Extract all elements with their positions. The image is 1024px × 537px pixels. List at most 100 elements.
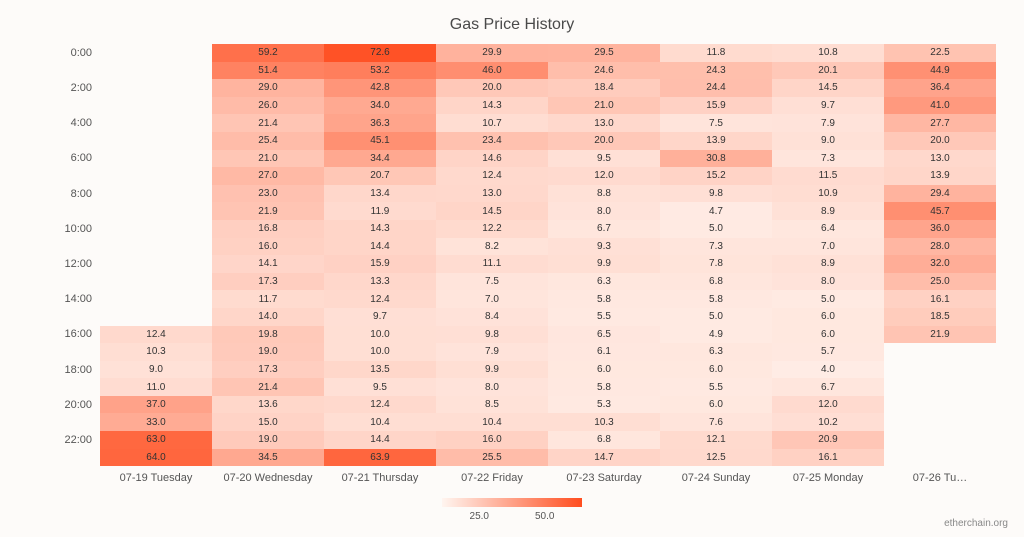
heatmap-cell: 11.1 bbox=[436, 255, 548, 273]
y-tick-label: 4:00 bbox=[48, 117, 92, 129]
heatmap-cell: 11.5 bbox=[772, 167, 884, 185]
heatmap-cell: 23.4 bbox=[436, 132, 548, 150]
heatmap-cell: 24.3 bbox=[660, 62, 772, 80]
chart-title: Gas Price History bbox=[28, 16, 996, 34]
heatmap-cell: 46.0 bbox=[436, 62, 548, 80]
heatmap-cell: 10.0 bbox=[324, 343, 436, 361]
heatmap-cell: 34.4 bbox=[324, 150, 436, 168]
heatmap-cell: 6.0 bbox=[660, 361, 772, 379]
heatmap-cell: 33.0 bbox=[100, 413, 212, 431]
heatmap-cell: 13.6 bbox=[212, 396, 324, 414]
heatmap-cell: 12.1 bbox=[660, 431, 772, 449]
heatmap-cell: 36.0 bbox=[884, 220, 996, 238]
heatmap-cell: 10.8 bbox=[772, 44, 884, 62]
heatmap-cell: 6.3 bbox=[548, 273, 660, 291]
heatmap-cell: 22.5 bbox=[884, 44, 996, 62]
heatmap-cell: 5.0 bbox=[660, 308, 772, 326]
heatmap-cell: 17.3 bbox=[212, 273, 324, 291]
heatmap-cell bbox=[100, 220, 212, 238]
heatmap-cell: 28.0 bbox=[884, 238, 996, 256]
heatmap-cell: 4.0 bbox=[772, 361, 884, 379]
heatmap-cell: 5.3 bbox=[548, 396, 660, 414]
heatmap-cell: 16.0 bbox=[436, 431, 548, 449]
heatmap-cell: 14.3 bbox=[436, 97, 548, 115]
heatmap-cell: 9.7 bbox=[324, 308, 436, 326]
heatmap-cell: 29.5 bbox=[548, 44, 660, 62]
heatmap-cell: 29.0 bbox=[212, 79, 324, 97]
heatmap-cell bbox=[100, 150, 212, 168]
heatmap-cell: 23.0 bbox=[212, 185, 324, 203]
heatmap-cell: 36.4 bbox=[884, 79, 996, 97]
x-tick-label: 07-25 Monday bbox=[772, 472, 884, 484]
heatmap-cell bbox=[100, 273, 212, 291]
legend-tick: 25.0 bbox=[470, 511, 489, 522]
heatmap-cell: 8.4 bbox=[436, 308, 548, 326]
x-tick-label: 07-22 Friday bbox=[436, 472, 548, 484]
heatmap-cell bbox=[100, 62, 212, 80]
heatmap-cell: 5.5 bbox=[548, 308, 660, 326]
heatmap-cell: 14.4 bbox=[324, 431, 436, 449]
heatmap-cell: 6.0 bbox=[548, 361, 660, 379]
heatmap-cell bbox=[100, 79, 212, 97]
heatmap-cell: 6.1 bbox=[548, 343, 660, 361]
heatmap-cell: 10.0 bbox=[324, 326, 436, 344]
heatmap-cell: 7.3 bbox=[772, 150, 884, 168]
heatmap-cell bbox=[100, 290, 212, 308]
heatmap-cell: 9.9 bbox=[436, 361, 548, 379]
y-tick-label: 16:00 bbox=[48, 328, 92, 340]
heatmap-cell: 15.2 bbox=[660, 167, 772, 185]
heatmap-cell: 9.7 bbox=[772, 97, 884, 115]
heatmap-cell: 20.7 bbox=[324, 167, 436, 185]
heatmap-cell: 25.5 bbox=[436, 449, 548, 467]
heatmap-cell: 14.3 bbox=[324, 220, 436, 238]
heatmap-cell: 14.6 bbox=[436, 150, 548, 168]
heatmap-cell: 13.9 bbox=[884, 167, 996, 185]
heatmap-cell: 8.2 bbox=[436, 238, 548, 256]
legend-ticks: 25.050.0 bbox=[470, 511, 555, 522]
heatmap-cell: 16.0 bbox=[212, 238, 324, 256]
heatmap-cell: 34.5 bbox=[212, 449, 324, 467]
heatmap-cell: 14.7 bbox=[548, 449, 660, 467]
heatmap-cell: 10.4 bbox=[436, 413, 548, 431]
y-tick-label: 2:00 bbox=[48, 82, 92, 94]
heatmap-cell bbox=[884, 431, 996, 449]
heatmap-cell: 19.8 bbox=[212, 326, 324, 344]
heatmap-cell: 12.4 bbox=[100, 326, 212, 344]
heatmap-cell: 21.4 bbox=[212, 114, 324, 132]
heatmap-cell: 14.4 bbox=[324, 238, 436, 256]
heatmap-cell: 7.9 bbox=[772, 114, 884, 132]
heatmap-cell: 9.8 bbox=[660, 185, 772, 203]
heatmap-cell bbox=[884, 449, 996, 467]
x-tick-label: 07-23 Saturday bbox=[548, 472, 660, 484]
heatmap-cell: 6.8 bbox=[548, 431, 660, 449]
heatmap-cell: 6.0 bbox=[660, 396, 772, 414]
heatmap-cell: 34.0 bbox=[324, 97, 436, 115]
heatmap-cell: 17.3 bbox=[212, 361, 324, 379]
heatmap-cell: 32.0 bbox=[884, 255, 996, 273]
heatmap-cell: 11.8 bbox=[660, 44, 772, 62]
heatmap-cell: 25.0 bbox=[884, 273, 996, 291]
legend-gradient bbox=[442, 498, 582, 507]
heatmap-cell: 37.0 bbox=[100, 396, 212, 414]
heatmap-cell: 24.4 bbox=[660, 79, 772, 97]
heatmap-cell: 15.9 bbox=[324, 255, 436, 273]
heatmap-cell: 20.0 bbox=[436, 79, 548, 97]
heatmap-cell: 10.4 bbox=[324, 413, 436, 431]
heatmap-cell: 63.9 bbox=[324, 449, 436, 467]
x-axis: 07-19 Tuesday07-20 Wednesday07-21 Thursd… bbox=[100, 472, 996, 484]
heatmap-cell: 5.0 bbox=[772, 290, 884, 308]
heatmap-cell: 6.0 bbox=[772, 308, 884, 326]
y-tick-label: 20:00 bbox=[48, 399, 92, 411]
heatmap-cell bbox=[884, 361, 996, 379]
heatmap-cell: 9.0 bbox=[772, 132, 884, 150]
heatmap-container: Gas Price History 0:002:004:006:008:0010… bbox=[0, 0, 1024, 537]
heatmap-cell: 10.7 bbox=[436, 114, 548, 132]
heatmap-cell: 12.5 bbox=[660, 449, 772, 467]
heatmap-cell: 20.1 bbox=[772, 62, 884, 80]
heatmap-cell: 13.0 bbox=[548, 114, 660, 132]
heatmap-cell: 6.5 bbox=[548, 326, 660, 344]
heatmap-cell: 26.0 bbox=[212, 97, 324, 115]
heatmap-cell: 36.3 bbox=[324, 114, 436, 132]
heatmap-cell: 13.5 bbox=[324, 361, 436, 379]
heatmap-cell bbox=[884, 343, 996, 361]
